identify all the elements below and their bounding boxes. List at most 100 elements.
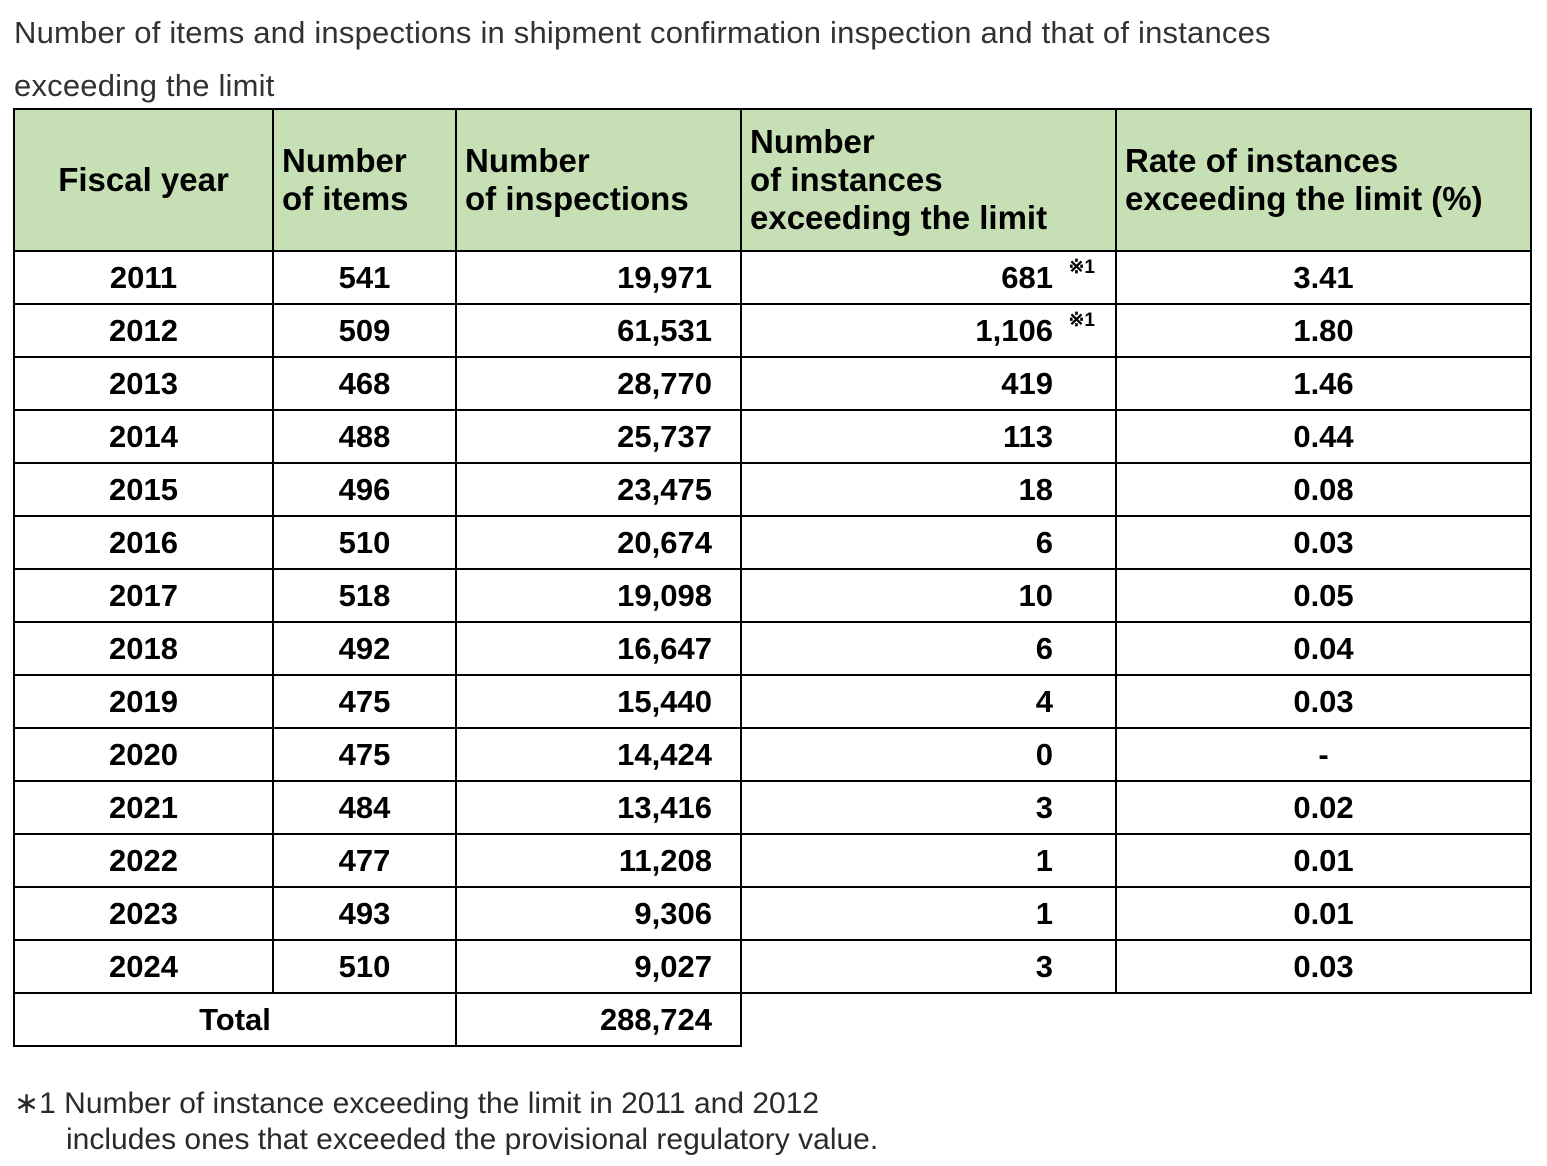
rate-cell: 0.05 xyxy=(1115,568,1532,623)
inspections-cell: 19,098 xyxy=(455,568,742,623)
table-row: 2024 510 9,027 3 0.03 xyxy=(13,939,1532,994)
inspection-results-table: Fiscal year Number of items Number of in… xyxy=(13,108,1532,1047)
inspections-cell: 23,475 xyxy=(455,462,742,517)
fiscal-year-cell: 2018 xyxy=(13,621,274,676)
items-cell: 488 xyxy=(272,409,457,464)
inspections-cell: 16,647 xyxy=(455,621,742,676)
fiscal-year-cell: 2012 xyxy=(13,303,274,358)
items-cell: 493 xyxy=(272,886,457,941)
total-row: Total 288,724 xyxy=(13,992,1531,1047)
inspections-cell: 9,306 xyxy=(455,886,742,941)
table-row: 2011 541 19,971 681 ※1 3.41 xyxy=(13,250,1532,305)
items-cell: 510 xyxy=(272,939,457,994)
instances-cell: 4 xyxy=(740,674,1117,729)
rate-cell: 1.80 xyxy=(1115,303,1532,358)
inspections-cell: 13,416 xyxy=(455,780,742,835)
fiscal-year-cell: 2021 xyxy=(13,780,274,835)
inspections-cell: 28,770 xyxy=(455,356,742,411)
fiscal-year-cell: 2022 xyxy=(13,833,274,888)
instances-cell: 419 xyxy=(740,356,1117,411)
instances-cell: 10 xyxy=(740,568,1117,623)
rate-cell: 0.03 xyxy=(1115,515,1532,570)
table-row: 2014 488 25,737 113 0.44 xyxy=(13,409,1532,464)
table-row: 2022 477 11,208 1 0.01 xyxy=(13,833,1532,888)
table-title-line2: exceeding the limit xyxy=(14,68,275,103)
table-row: 2018 492 16,647 6 0.04 xyxy=(13,621,1532,676)
rate-cell: 0.44 xyxy=(1115,409,1532,464)
table-row: 2020 475 14,424 0 - xyxy=(13,727,1532,782)
reference-mark: ※1 xyxy=(1068,257,1096,278)
rate-cell: 1.46 xyxy=(1115,356,1532,411)
rate-cell: - xyxy=(1115,727,1532,782)
fiscal-year-cell: 2023 xyxy=(13,886,274,941)
table-row: 2023 493 9,306 1 0.01 xyxy=(13,886,1532,941)
table-row: 2021 484 13,416 3 0.02 xyxy=(13,780,1532,835)
rate-cell: 0.08 xyxy=(1115,462,1532,517)
reference-mark: ※1 xyxy=(1068,310,1096,331)
rate-cell: 0.01 xyxy=(1115,833,1532,888)
instances-value: 681 xyxy=(1001,259,1053,295)
items-cell: 509 xyxy=(272,303,457,358)
instances-cell: 0 xyxy=(740,727,1117,782)
rate-cell: 0.03 xyxy=(1115,939,1532,994)
total-label-cell: Total xyxy=(13,992,457,1047)
col-header-rate: Rate of instances exceeding the limit (%… xyxy=(1115,108,1532,252)
fiscal-year-cell: 2016 xyxy=(13,515,274,570)
table-row: 2015 496 23,475 18 0.08 xyxy=(13,462,1532,517)
table-row: 2017 518 19,098 10 0.05 xyxy=(13,568,1532,623)
inspections-cell: 20,674 xyxy=(455,515,742,570)
inspections-cell: 14,424 xyxy=(455,727,742,782)
instances-cell: 6 xyxy=(740,621,1117,676)
table-row: 2013 468 28,770 419 1.46 xyxy=(13,356,1532,411)
col-header-fiscal-year: Fiscal year xyxy=(13,108,274,252)
instances-cell: 113 xyxy=(740,409,1117,464)
items-cell: 510 xyxy=(272,515,457,570)
fiscal-year-cell: 2020 xyxy=(13,727,274,782)
table-row: 2012 509 61,531 1,106 ※1 1.80 xyxy=(13,303,1532,358)
table-title: Number of items and inspections in shipm… xyxy=(14,6,1271,112)
col-header-instances: Number of instances exceeding the limit xyxy=(740,108,1117,252)
inspections-cell: 9,027 xyxy=(455,939,742,994)
inspections-cell: 25,737 xyxy=(455,409,742,464)
fiscal-year-cell: 2015 xyxy=(13,462,274,517)
instances-cell: 1 xyxy=(740,886,1117,941)
fiscal-year-cell: 2014 xyxy=(13,409,274,464)
items-cell: 477 xyxy=(272,833,457,888)
items-cell: 475 xyxy=(272,674,457,729)
fiscal-year-cell: 2017 xyxy=(13,568,274,623)
instances-value: 1,106 xyxy=(975,312,1053,348)
footnote-line1: ∗1 Number of instance exceeding the limi… xyxy=(14,1087,820,1120)
instances-cell: 1,106 ※1 xyxy=(740,303,1117,358)
col-header-items: Number of items xyxy=(272,108,457,252)
inspections-cell: 19,971 xyxy=(455,250,742,305)
total-row-empty-cell xyxy=(741,993,1531,1046)
rate-cell: 3.41 xyxy=(1115,250,1532,305)
rate-cell: 0.02 xyxy=(1115,780,1532,835)
inspections-cell: 11,208 xyxy=(455,833,742,888)
instances-cell: 681 ※1 xyxy=(740,250,1117,305)
instances-cell: 6 xyxy=(740,515,1117,570)
col-header-inspections: Number of inspections xyxy=(455,108,742,252)
instances-cell: 3 xyxy=(740,780,1117,835)
fiscal-year-cell: 2013 xyxy=(13,356,274,411)
table-row: 2016 510 20,674 6 0.03 xyxy=(13,515,1532,570)
table-title-line1: Number of items and inspections in shipm… xyxy=(14,15,1271,50)
inspections-cell: 61,531 xyxy=(455,303,742,358)
fiscal-year-cell: 2024 xyxy=(13,939,274,994)
table-row: 2019 475 15,440 4 0.03 xyxy=(13,674,1532,729)
instances-cell: 1 xyxy=(740,833,1117,888)
footnote-line2: includes ones that exceeded the provisio… xyxy=(66,1123,879,1156)
items-cell: 518 xyxy=(272,568,457,623)
items-cell: 468 xyxy=(272,356,457,411)
items-cell: 492 xyxy=(272,621,457,676)
fiscal-year-cell: 2019 xyxy=(13,674,274,729)
rate-cell: 0.04 xyxy=(1115,621,1532,676)
items-cell: 541 xyxy=(272,250,457,305)
rate-cell: 0.01 xyxy=(1115,886,1532,941)
items-cell: 484 xyxy=(272,780,457,835)
footnote: ∗1 Number of instance exceeding the limi… xyxy=(14,1086,878,1158)
items-cell: 496 xyxy=(272,462,457,517)
fiscal-year-cell: 2011 xyxy=(13,250,274,305)
header-row: Fiscal year Number of items Number of in… xyxy=(13,108,1532,252)
